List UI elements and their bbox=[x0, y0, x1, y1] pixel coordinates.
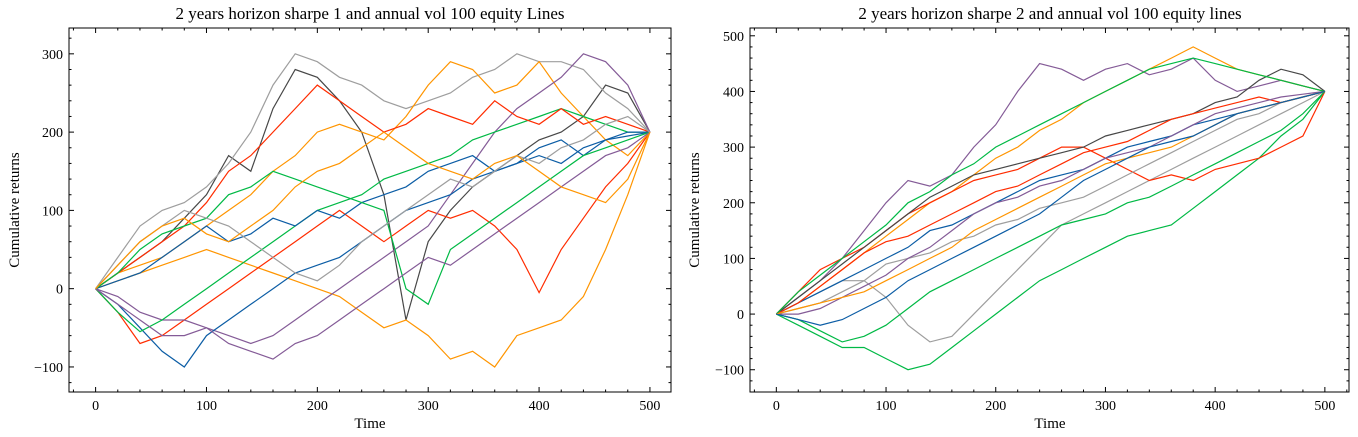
x-tick-label: 300 bbox=[418, 399, 439, 414]
series-line-4 bbox=[776, 90, 1326, 343]
series-group bbox=[95, 53, 651, 368]
series-group bbox=[775, 46, 1326, 371]
series-line-14 bbox=[95, 131, 651, 290]
series-line-8 bbox=[95, 107, 650, 333]
series-line-9 bbox=[776, 90, 1326, 315]
series-line-6 bbox=[95, 53, 651, 345]
x-tick-label: 200 bbox=[307, 399, 328, 414]
left-chart: 2 years horizon sharpe 1 and annual vol … bbox=[7, 4, 672, 432]
x-tick-label: 300 bbox=[1095, 399, 1116, 414]
x-axis-label: Time bbox=[354, 416, 385, 432]
x-tick-label: 200 bbox=[985, 399, 1006, 414]
y-tick-label: −100 bbox=[34, 361, 63, 376]
x-tick-label: 100 bbox=[196, 399, 217, 414]
series-line-12 bbox=[775, 57, 1326, 315]
x-tick-label: 500 bbox=[639, 399, 660, 414]
series-line-12 bbox=[95, 131, 651, 360]
x-tick-label: 400 bbox=[1205, 399, 1226, 414]
y-tick-label: −100 bbox=[715, 364, 744, 379]
series-line-1 bbox=[95, 68, 651, 321]
y-tick-label: 0 bbox=[56, 283, 63, 298]
series-line-2 bbox=[95, 131, 651, 368]
y-tick-label: 300 bbox=[723, 141, 744, 156]
series-line-3 bbox=[776, 91, 1326, 371]
chart-title: 2 years horizon sharpe 1 and annual vol … bbox=[175, 4, 564, 23]
x-tick-label: 0 bbox=[92, 399, 99, 414]
plot-frame bbox=[68, 27, 672, 393]
chart-title: 2 years horizon sharpe 2 and annual vol … bbox=[858, 4, 1241, 23]
series-line-1 bbox=[775, 57, 1326, 315]
series-line-4 bbox=[95, 53, 651, 290]
y-tick-label: 100 bbox=[42, 204, 63, 219]
y-axis-label: Cumulative returns bbox=[687, 152, 703, 268]
right-chart: 2 years horizon sharpe 2 and annual vol … bbox=[687, 4, 1350, 432]
series-line-11 bbox=[95, 131, 651, 306]
plot-frame bbox=[749, 27, 1350, 393]
x-axis-label: Time bbox=[1034, 416, 1065, 432]
series-line-5 bbox=[95, 60, 651, 290]
x-tick-label: 400 bbox=[529, 399, 550, 414]
series-line-14 bbox=[776, 90, 1326, 326]
y-tick-label: 200 bbox=[723, 197, 744, 212]
y-tick-label: 0 bbox=[737, 308, 744, 323]
series-line-6 bbox=[776, 90, 1326, 343]
y-tick-label: 500 bbox=[723, 30, 744, 45]
series-line-9 bbox=[95, 84, 651, 290]
y-tick-label: 400 bbox=[723, 85, 744, 100]
y-tick-label: 300 bbox=[42, 48, 63, 63]
y-tick-label: 100 bbox=[723, 252, 744, 267]
y-tick-label: 200 bbox=[42, 126, 63, 141]
series-line-10 bbox=[95, 131, 650, 290]
series-line-7 bbox=[776, 90, 1326, 315]
y-axis-label: Cumulative returns bbox=[7, 152, 23, 268]
x-tick-label: 0 bbox=[773, 399, 780, 414]
x-tick-label: 500 bbox=[1314, 399, 1335, 414]
series-line-2 bbox=[776, 46, 1326, 315]
series-line-13 bbox=[95, 115, 651, 290]
series-line-11 bbox=[776, 90, 1325, 315]
x-tick-label: 100 bbox=[876, 399, 897, 414]
series-line-8 bbox=[775, 68, 1326, 315]
